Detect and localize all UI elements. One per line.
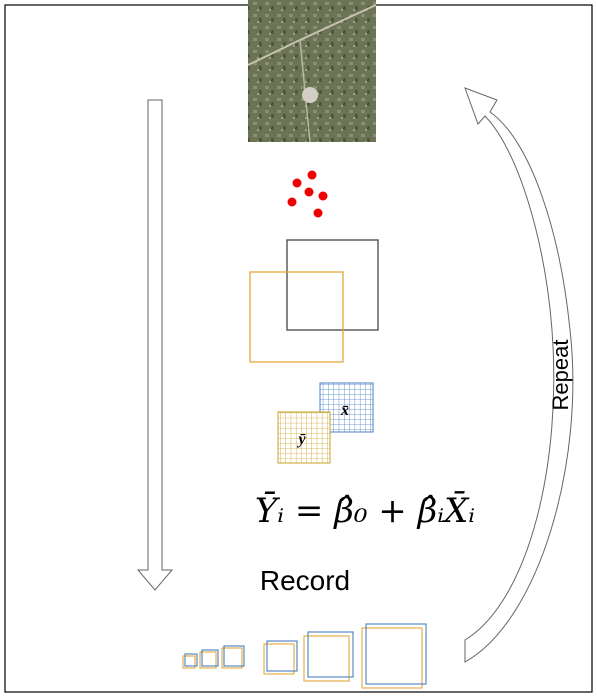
down-arrow [138,100,172,590]
satellite-image [248,0,376,142]
window-square [250,272,343,362]
y-bar-label: ȳ [296,431,306,448]
scale-squares [183,624,426,688]
equation: Ȳᵢ = β̂₀ + β̂ᵢX̄ᵢ [255,490,475,531]
x-bar-label: x̄ [340,402,349,419]
record-label: Record [260,565,350,596]
window-square [287,240,378,330]
diagram: x̄ ȳ Ȳᵢ = β̂₀ + β̂ᵢX̄ᵢ Record Repeat [0,0,597,697]
repeat-label: Repeat [548,340,573,411]
red-points [288,171,328,218]
